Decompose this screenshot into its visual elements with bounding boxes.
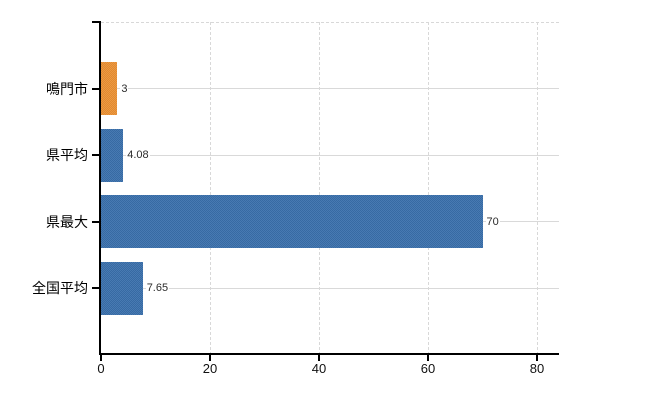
x-axis-tick-label: 60 — [420, 361, 436, 376]
y-axis-line — [99, 22, 101, 355]
x-gridline — [210, 22, 211, 355]
bar — [101, 261, 143, 315]
x-axis-tick-label: 40 — [311, 361, 327, 376]
category-gridline — [101, 287, 559, 289]
bar-value-label: 4.08 — [126, 148, 150, 163]
plot-top-border — [101, 22, 559, 23]
x-axis-tick — [209, 355, 211, 361]
bar-value-label: 3 — [120, 81, 129, 96]
y-axis-tick — [92, 87, 101, 90]
bar — [101, 195, 483, 249]
y-axis-tick — [92, 154, 101, 157]
bar-value-label: 70 — [485, 214, 500, 229]
y-axis-tick — [92, 287, 101, 290]
x-axis-tick-label: 0 — [97, 361, 105, 376]
category-gridline — [101, 154, 559, 156]
bar — [101, 62, 118, 116]
x-gridline — [319, 22, 320, 355]
category-label: 県平均 — [46, 147, 88, 164]
x-axis-tick-label: 80 — [529, 361, 545, 376]
category-gridline — [101, 88, 559, 90]
y-axis-tick — [92, 220, 101, 223]
x-axis-tick — [536, 355, 538, 361]
category-label: 鳴門市 — [46, 80, 88, 97]
x-axis-line — [99, 353, 559, 355]
x-axis-tick — [427, 355, 429, 361]
x-axis-tick-label: 20 — [202, 361, 218, 376]
category-label: 県最大 — [46, 213, 88, 230]
x-gridline — [537, 22, 538, 355]
x-axis-tick — [318, 355, 320, 361]
x-axis-tick — [100, 355, 102, 361]
bar — [101, 128, 124, 182]
x-gridline — [428, 22, 429, 355]
y-axis-top-tick — [92, 21, 101, 23]
category-label: 全国平均 — [32, 280, 88, 297]
bar-value-label: 7.65 — [145, 281, 170, 296]
